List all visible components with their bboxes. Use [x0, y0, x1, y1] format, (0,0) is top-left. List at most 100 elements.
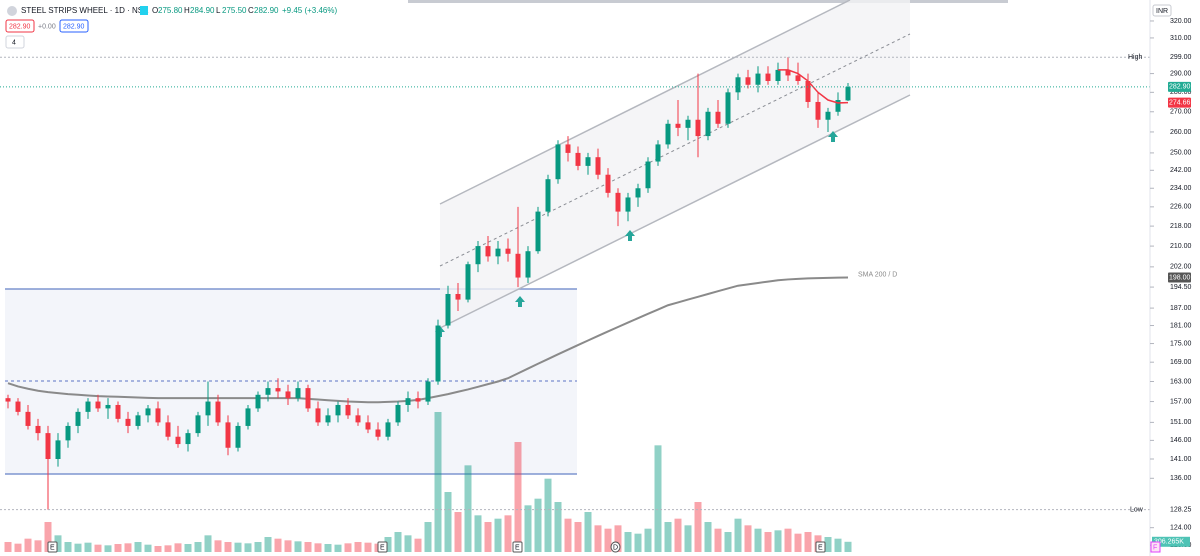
- candle-body: [425, 381, 431, 402]
- event-box: [47, 541, 58, 553]
- volume-bar: [324, 544, 332, 552]
- candle-body: [415, 398, 421, 402]
- volume-bar: [604, 528, 612, 552]
- volume-bar: [204, 535, 212, 552]
- candle-body: [65, 425, 71, 441]
- arrow: [828, 131, 838, 142]
- corner-badge: F: [1153, 544, 1157, 551]
- candle-body: [615, 192, 621, 212]
- candle-body: [245, 408, 251, 426]
- indicator-count[interactable]: 4: [12, 39, 16, 46]
- candle-body: [475, 246, 481, 265]
- candle-body: [395, 404, 401, 423]
- volume-bar: [704, 522, 712, 552]
- volume-bar: [174, 543, 182, 552]
- y-tick-label: 146.00: [1170, 437, 1192, 444]
- candle-body: [275, 388, 281, 392]
- volume-bar: [434, 412, 442, 552]
- candle-body: [25, 411, 31, 426]
- candle-body: [405, 398, 411, 405]
- y-tick-label: 242.00: [1170, 167, 1192, 174]
- ohlc-value: 275.80: [158, 6, 183, 15]
- y-tick-label: 210.00: [1170, 243, 1192, 250]
- event-marker: E: [815, 541, 826, 553]
- y-tick-label: 136.00: [1170, 475, 1192, 482]
- candle-body: [495, 248, 501, 257]
- y-tick-label: 187.00: [1170, 305, 1192, 312]
- low-label: 128.25: [1170, 507, 1192, 514]
- candle-body: [555, 144, 561, 180]
- candle-body: [835, 100, 841, 112]
- y-tick-label: 270.00: [1170, 109, 1192, 116]
- volume-bar: [184, 544, 192, 552]
- series-layer: SMA 200 / D E E E D E: [0, 56, 1150, 553]
- volume-bar: [504, 515, 512, 552]
- currency: INR: [1156, 8, 1168, 15]
- price-tag-label: 198.00: [1169, 274, 1191, 281]
- event-box: [512, 541, 523, 553]
- candle-body: [145, 408, 151, 416]
- y-tick-label: 169.00: [1170, 359, 1192, 366]
- y-tick-label: 124.00: [1170, 525, 1192, 532]
- volume-tag: [1152, 536, 1190, 547]
- y-tick-label: 250.00: [1170, 150, 1192, 157]
- ohlc-value: 282.90: [254, 6, 279, 15]
- volume-bar: [344, 543, 352, 552]
- ohlc-key: O: [152, 6, 158, 15]
- volume-bar: [464, 465, 472, 552]
- candle-body: [755, 73, 761, 85]
- bid-box: [5, 19, 35, 33]
- candle-body: [545, 179, 551, 212]
- candle-body: [725, 92, 731, 124]
- volume-bar: [274, 538, 282, 552]
- volume-bar: [764, 532, 772, 552]
- volume-bar: [544, 478, 552, 552]
- candle-body: [805, 81, 811, 102]
- candle-body: [75, 411, 81, 426]
- volume-bar: [524, 505, 532, 552]
- candle-body: [655, 144, 661, 162]
- candle-body: [115, 404, 121, 419]
- event-label: D: [613, 544, 618, 551]
- candle-body: [715, 111, 721, 124]
- candle-body: [605, 174, 611, 193]
- volume-bar: [594, 525, 602, 552]
- y-tick-label: 234.00: [1170, 185, 1192, 192]
- volume-bar: [424, 522, 432, 552]
- volume-bar: [664, 522, 672, 552]
- y-tick-label: 141.00: [1170, 456, 1192, 463]
- y-tick-label: 260.00: [1170, 129, 1192, 136]
- volume-bar: [574, 522, 582, 552]
- candle-body: [55, 440, 61, 460]
- candle-body: [445, 293, 451, 326]
- candle-body: [165, 422, 171, 437]
- volume-bar: [584, 512, 592, 552]
- volume-bar: [84, 542, 92, 552]
- volume-bar: [634, 533, 642, 552]
- candle-body: [585, 157, 591, 166]
- candle-body: [235, 425, 241, 448]
- ohlc-value: 284.90: [190, 6, 215, 15]
- y-tick-label: 151.00: [1170, 419, 1192, 426]
- candle-body: [155, 408, 161, 423]
- candle-body: [705, 111, 711, 137]
- candle-body: [325, 415, 331, 423]
- y-tick-label: 310.00: [1170, 35, 1192, 42]
- volume-bar: [144, 544, 152, 552]
- volume-bar: [654, 445, 662, 552]
- candle-body: [125, 418, 131, 426]
- axis-layer: 320.00 310.00 290.00 280.00 270.00 260.00 250.…: [1128, 18, 1192, 549]
- event-label: E: [515, 544, 520, 551]
- volume-bar: [844, 541, 852, 552]
- volume-bar: [454, 512, 462, 552]
- volume-bar: [474, 515, 482, 552]
- price-tag: [1168, 272, 1191, 283]
- candle-body: [315, 408, 321, 423]
- indicators-toggle[interactable]: [5, 35, 25, 49]
- symbol-title: STEEL STRIPS WHEEL · 1D · NSE: [21, 6, 148, 15]
- volume-bar: [754, 528, 762, 552]
- volume-bar: [64, 542, 72, 552]
- candle-body: [305, 388, 311, 409]
- candle-body: [575, 152, 581, 166]
- candle-body: [685, 119, 691, 128]
